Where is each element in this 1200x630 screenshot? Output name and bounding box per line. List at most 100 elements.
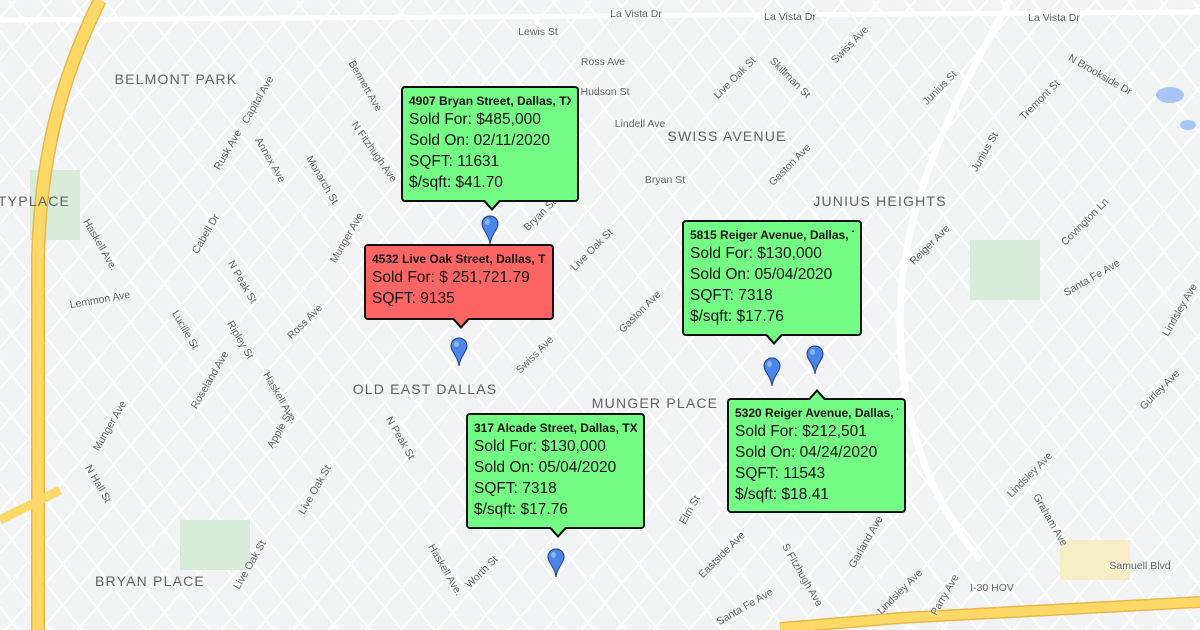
popup-detail: SQFT: 7318 xyxy=(690,287,773,304)
street-label: La Vista Dr xyxy=(1028,12,1080,24)
road xyxy=(1095,0,1200,135)
road xyxy=(711,0,1200,629)
popup-detail: SQFT: 7318 xyxy=(474,480,557,497)
road xyxy=(1031,0,1200,217)
area-label: OLD EAST DALLAS xyxy=(352,381,498,397)
map-pin-icon[interactable] xyxy=(450,337,468,367)
property-popup[interactable]: 5320 Reiger Avenue, Dallas, TX Sold For: … xyxy=(727,389,906,513)
map-pin-icon[interactable] xyxy=(806,345,824,375)
road xyxy=(1012,415,1200,630)
road xyxy=(1191,0,1200,11)
popup-address: 317 Alcade Street, Dallas, TX xyxy=(474,421,637,435)
road xyxy=(0,606,19,630)
map-pin-icon[interactable] xyxy=(547,548,565,578)
popup-detail: $/sqft: $17.76 xyxy=(474,501,568,518)
road xyxy=(0,0,413,472)
park xyxy=(180,520,250,570)
area-label: TYPLACE xyxy=(0,193,71,209)
street-label: La Vista Dr xyxy=(610,8,662,20)
area-label: SWISS AVENUE xyxy=(667,128,787,144)
popup-pointer xyxy=(808,389,826,400)
road xyxy=(0,0,305,349)
map-pin-icon[interactable] xyxy=(481,215,499,245)
road xyxy=(976,374,1200,630)
road xyxy=(7,0,499,630)
commercial-area xyxy=(1060,540,1130,580)
property-popup[interactable]: 4907 Bryan Street, Dallas, TX Sold For: $… xyxy=(401,86,579,211)
pond xyxy=(1180,120,1196,130)
popup-detail: Sold On: 02/11/2020 xyxy=(409,132,551,149)
street-label: Bryan St xyxy=(644,174,686,186)
road xyxy=(0,0,125,143)
popup-detail: Sold On: 05/04/2020 xyxy=(474,459,617,476)
road xyxy=(364,0,917,630)
road xyxy=(832,209,1200,630)
road xyxy=(796,168,1200,630)
road xyxy=(0,400,179,630)
highway-ramp xyxy=(0,485,63,525)
property-popup[interactable]: 5815 Reiger Avenue, Dallas, TX Sold For: … xyxy=(682,220,862,345)
road xyxy=(0,0,449,513)
popup-detail: SQFT: 11543 xyxy=(735,465,826,482)
road xyxy=(39,0,531,630)
popup-pointer xyxy=(765,334,783,345)
popup-address: 4907 Bryan Street, Dallas, TX xyxy=(409,94,571,108)
street-label: Samuell Blvd xyxy=(1109,560,1171,572)
road xyxy=(0,0,161,184)
road xyxy=(652,3,1200,630)
road xyxy=(1192,621,1200,630)
street-label: I-30 HOV xyxy=(970,582,1014,594)
road xyxy=(839,0,1200,464)
popup-detail: SQFT: 9135 xyxy=(372,290,455,307)
property-popup[interactable]: 4532 Live Oak Street, Dallas, TX Sold For… xyxy=(364,244,554,329)
highway-i30-fill xyxy=(779,597,1200,630)
road xyxy=(0,0,53,61)
popup-detail: $/sqft: $41.70 xyxy=(409,174,503,191)
popup-pointer xyxy=(483,200,501,211)
road xyxy=(0,0,377,431)
road xyxy=(868,250,1200,630)
area-label: JUNIUS HEIGHTS xyxy=(813,193,947,209)
road xyxy=(0,194,339,630)
road xyxy=(0,0,17,20)
street-label: Lindell Ave xyxy=(614,118,666,130)
road xyxy=(0,441,147,630)
road xyxy=(1063,0,1200,176)
highway-75-fill xyxy=(32,0,105,630)
popup-detail: Sold For: $212,501 xyxy=(735,423,867,440)
road xyxy=(871,0,1200,423)
road xyxy=(1120,538,1200,630)
road xyxy=(1159,0,1200,53)
road xyxy=(0,0,89,102)
area-label: MUNGER PLACE xyxy=(591,395,719,411)
property-popup[interactable]: 317 Alcade Street, Dallas, TX Sold For: $… xyxy=(466,413,645,538)
street-label: Lewis St xyxy=(518,26,558,38)
road xyxy=(616,0,1169,630)
popup-detail: $/sqft: $18.41 xyxy=(735,486,829,503)
popup-detail: SQFT: 11631 xyxy=(409,153,500,170)
road xyxy=(724,86,1200,630)
road xyxy=(328,0,881,630)
street-label: Ross Ave xyxy=(580,56,626,68)
road xyxy=(0,0,341,390)
road xyxy=(904,291,1200,630)
popup-detail: Sold For: $485,000 xyxy=(409,111,541,128)
road xyxy=(0,235,307,630)
highway-75 xyxy=(31,0,107,630)
popup-address: 5320 Reiger Avenue, Dallas, TX xyxy=(735,406,898,420)
road xyxy=(940,333,1200,630)
map-pin-icon[interactable] xyxy=(763,357,781,387)
popup-address: 4532 Live Oak Street, Dallas, TX xyxy=(372,252,546,266)
street-label: La Vista Dr xyxy=(764,11,816,23)
road xyxy=(679,0,1171,630)
area-label: BELMONT PARK xyxy=(114,71,238,87)
road xyxy=(0,71,435,630)
road xyxy=(903,0,1200,382)
popup-detail: Sold On: 05/04/2020 xyxy=(690,266,833,283)
popup-address: 5815 Reiger Avenue, Dallas, TX xyxy=(690,228,854,242)
arterial xyxy=(896,0,1014,563)
popup-pointer xyxy=(549,527,567,538)
park xyxy=(970,240,1040,300)
popup-detail: Sold For: $ 251,721.79 xyxy=(372,269,530,286)
